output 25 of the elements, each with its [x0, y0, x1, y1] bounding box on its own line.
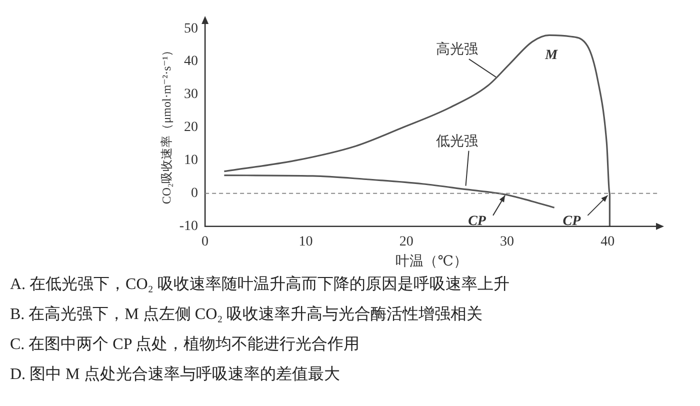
- line-series: [223, 34, 610, 226]
- annotation: M: [544, 48, 558, 63]
- text: D. 图中 M 点处光合速率与呼吸速率的差值最大: [9, 364, 341, 385]
- x-tick-label: 30: [500, 234, 514, 250]
- x-tick-label: 0: [202, 234, 209, 250]
- annotation: 低光强: [436, 134, 478, 150]
- x-tick-label: 20: [399, 234, 414, 250]
- x-axis-title: 叶温（℃）: [396, 253, 468, 270]
- annotation: 高光强: [436, 42, 478, 58]
- y-tick-label: 50: [184, 21, 198, 36]
- annotation: CP: [562, 214, 582, 230]
- y-tick-label: 0: [191, 186, 198, 202]
- y-tick-label: 10: [184, 153, 198, 168]
- y-tick-label: 40: [184, 54, 198, 70]
- annotation: CP: [468, 214, 486, 230]
- text: B. 在高光强下，M 点左侧 CO₂ 吸收速率升高与光合酶活性增强相关: [9, 304, 484, 325]
- y-tick-label: 30: [184, 87, 198, 102]
- line-series: [223, 174, 556, 208]
- text: A. 在低光强下，CO₂ 吸收速率随叶温升高而下降的原因是呼吸速率上升: [9, 274, 510, 295]
- y-axis-title: CO₂吸收速率（μmol·m⁻²·s⁻¹）: [159, 44, 174, 204]
- text: C. 在图中两个 CP 点处，植物均不能进行光合作用: [9, 334, 361, 355]
- x-tick-label: 40: [600, 234, 615, 250]
- x-tick-label: 10: [298, 234, 313, 250]
- y-tick-label: -10: [179, 219, 198, 234]
- y-tick-label: 20: [184, 120, 198, 136]
